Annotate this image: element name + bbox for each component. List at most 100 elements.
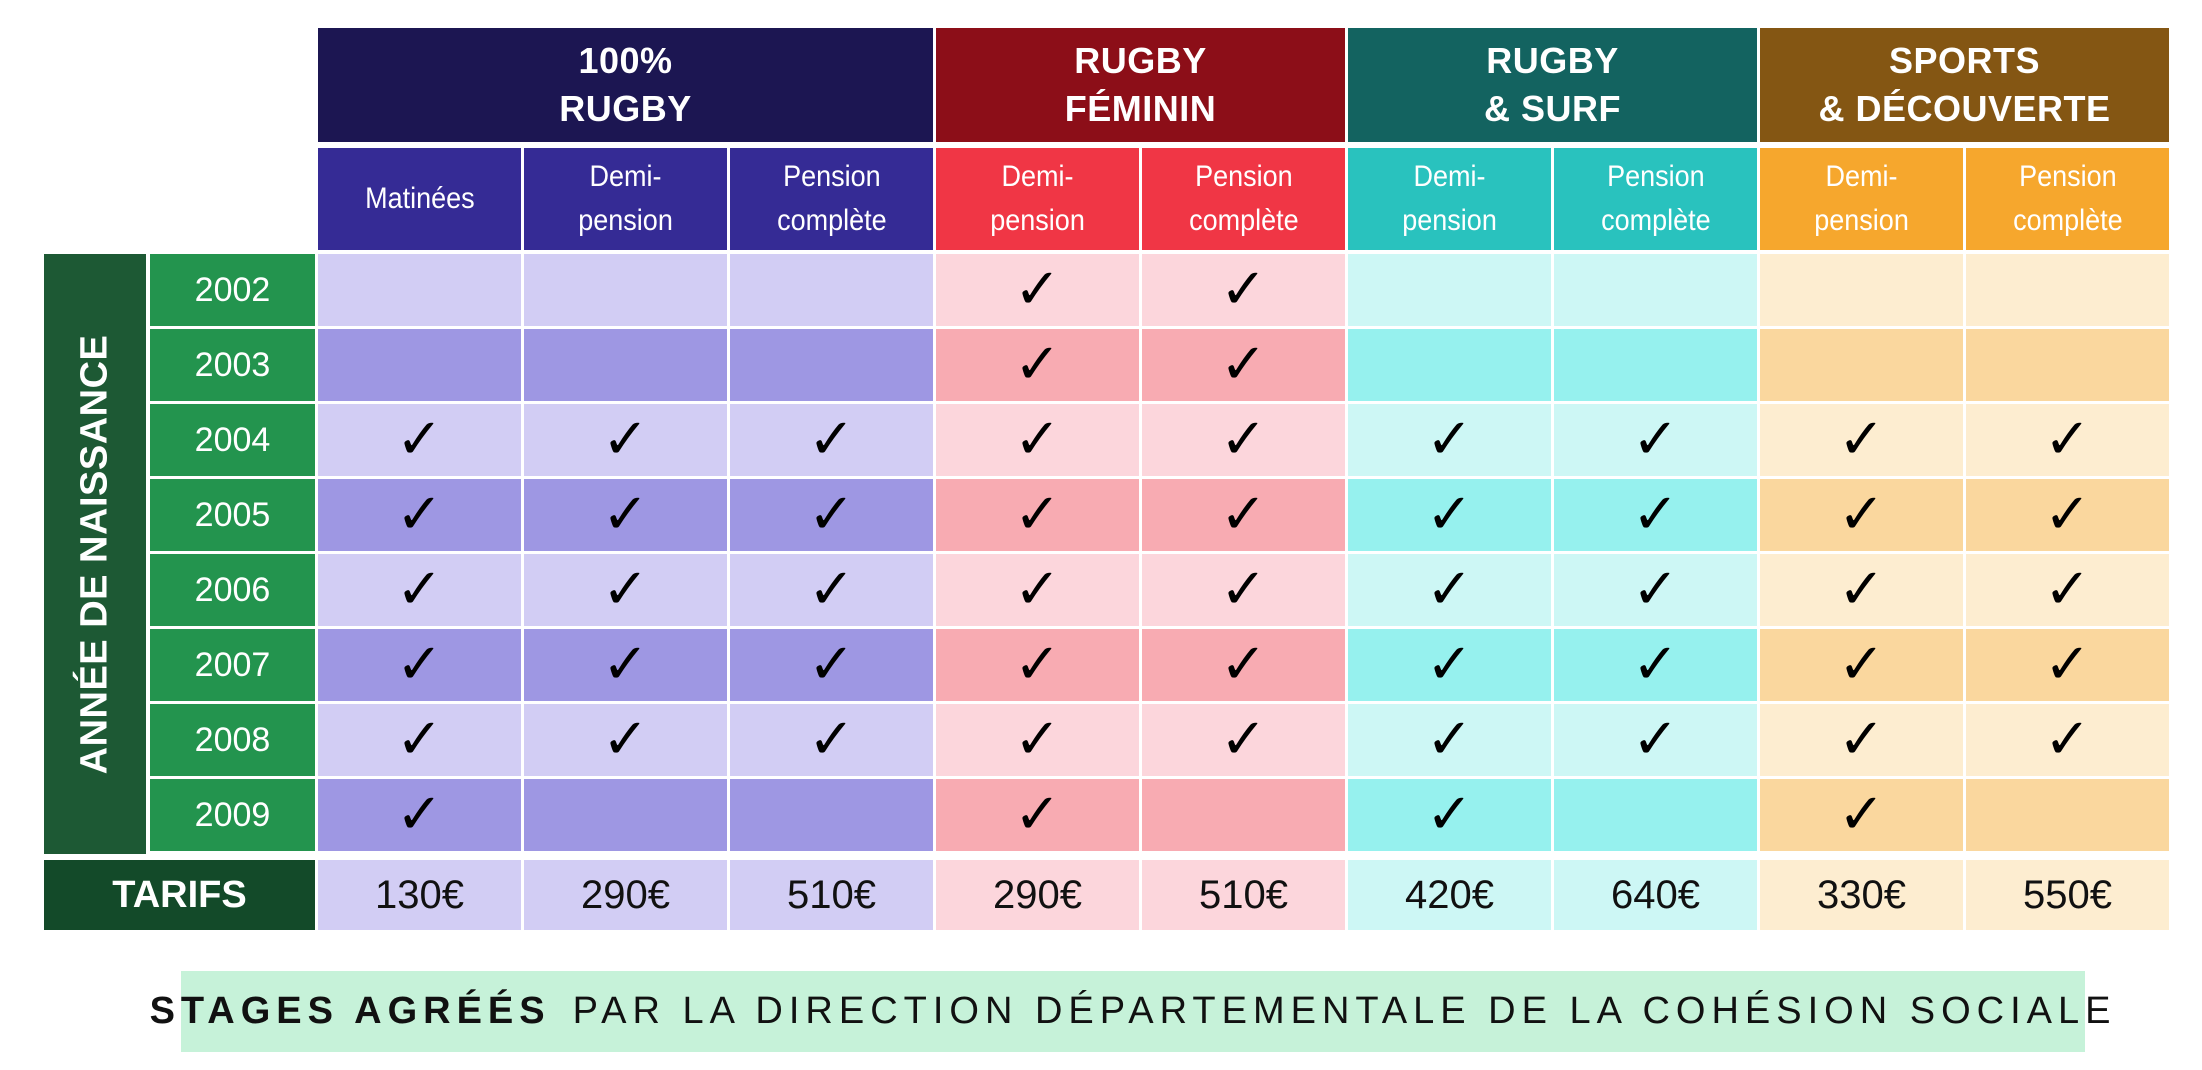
header-text: Demi-pension bbox=[1814, 155, 1909, 243]
checkmark-icon: ✓ bbox=[396, 707, 443, 772]
checkmark-icon: ✓ bbox=[1220, 557, 1267, 622]
check-cell: ✓ bbox=[730, 554, 933, 626]
check-cell: ✓ bbox=[1142, 329, 1345, 401]
check-cell: ✓ bbox=[1554, 404, 1757, 476]
tarif-cell: 510€ bbox=[730, 860, 933, 930]
checkmark-icon: ✓ bbox=[396, 407, 443, 472]
checkmark-icon: ✓ bbox=[808, 707, 855, 772]
empty-cell bbox=[1760, 329, 1963, 401]
check-cell: ✓ bbox=[730, 479, 933, 551]
banner-text: PAR LA DIRECTION DÉPARTEMENTALE DE LA CO… bbox=[572, 990, 2117, 1032]
check-cell: ✓ bbox=[1966, 554, 2169, 626]
header-line: Demi- bbox=[1825, 160, 1898, 193]
option-header: Demi-pension bbox=[524, 148, 727, 250]
check-cell: ✓ bbox=[1142, 704, 1345, 776]
check-cell: ✓ bbox=[318, 629, 521, 701]
checkmark-icon: ✓ bbox=[1632, 707, 1679, 772]
year-cell: 2008 bbox=[150, 704, 315, 776]
checkmark-icon: ✓ bbox=[1838, 782, 1885, 847]
checkmark-icon: ✓ bbox=[1426, 707, 1473, 772]
header-line: Pension bbox=[782, 160, 881, 193]
header-text: 100% RUGBY bbox=[559, 37, 692, 133]
tarif-cell: 550€ bbox=[1966, 860, 2169, 930]
checkmark-icon: ✓ bbox=[2044, 407, 2091, 472]
check-cell: ✓ bbox=[936, 629, 1139, 701]
check-cell: ✓ bbox=[730, 404, 933, 476]
check-cell: ✓ bbox=[1142, 254, 1345, 326]
option-header: Demi-pension bbox=[936, 148, 1139, 250]
checkmark-icon: ✓ bbox=[1014, 482, 1061, 547]
year-cell: 2009 bbox=[150, 779, 315, 851]
header-line: FÉMININ bbox=[1064, 88, 1217, 129]
tarifs-label: TARIFS bbox=[44, 860, 315, 930]
checkmark-icon: ✓ bbox=[1220, 332, 1267, 397]
check-cell: ✓ bbox=[1966, 704, 2169, 776]
empty-cell bbox=[730, 329, 933, 401]
header-line: Demi- bbox=[1001, 160, 1074, 193]
checkmark-icon: ✓ bbox=[1014, 557, 1061, 622]
header-line: complète bbox=[2012, 204, 2123, 237]
check-cell: ✓ bbox=[936, 254, 1139, 326]
checkmark-icon: ✓ bbox=[1014, 332, 1061, 397]
check-cell: ✓ bbox=[1142, 479, 1345, 551]
header-line: RUGBY bbox=[559, 88, 692, 129]
header-line: Pension bbox=[1606, 160, 1705, 193]
option-header: Pension complète bbox=[1966, 148, 2169, 250]
checkmark-icon: ✓ bbox=[1632, 407, 1679, 472]
option-header: Demi-pension bbox=[1348, 148, 1551, 250]
year-cell: 2004 bbox=[150, 404, 315, 476]
checkmark-icon: ✓ bbox=[396, 782, 443, 847]
empty-cell bbox=[524, 254, 727, 326]
checkmark-icon: ✓ bbox=[1220, 707, 1267, 772]
empty-cell bbox=[1966, 254, 2169, 326]
check-cell: ✓ bbox=[524, 554, 727, 626]
empty-cell bbox=[524, 329, 727, 401]
header-line: Matinées bbox=[364, 182, 475, 215]
tarif-cell: 290€ bbox=[936, 860, 1139, 930]
empty-cell bbox=[1554, 329, 1757, 401]
check-cell: ✓ bbox=[318, 779, 521, 851]
header-text: Demi-pension bbox=[990, 155, 1085, 243]
checkmark-icon: ✓ bbox=[1632, 632, 1679, 697]
checkmark-icon: ✓ bbox=[602, 632, 649, 697]
check-cell: ✓ bbox=[1554, 629, 1757, 701]
checkmark-icon: ✓ bbox=[1014, 782, 1061, 847]
header-line: 100% bbox=[578, 40, 673, 81]
checkmark-icon: ✓ bbox=[808, 482, 855, 547]
empty-cell bbox=[524, 779, 727, 851]
check-cell: ✓ bbox=[1554, 704, 1757, 776]
check-cell: ✓ bbox=[318, 479, 521, 551]
check-cell: ✓ bbox=[936, 479, 1139, 551]
header-line: & SURF bbox=[1484, 88, 1621, 129]
check-cell: ✓ bbox=[318, 404, 521, 476]
header-text: Pension complète bbox=[1189, 155, 1299, 243]
header-line: RUGBY bbox=[1486, 40, 1619, 81]
check-cell: ✓ bbox=[936, 779, 1139, 851]
empty-cell bbox=[318, 329, 521, 401]
checkmark-icon: ✓ bbox=[602, 557, 649, 622]
banner-bold-text: STAGES AGRÉÉS bbox=[149, 990, 551, 1032]
option-header: Demi-pension bbox=[1760, 148, 1963, 250]
check-cell: ✓ bbox=[524, 629, 727, 701]
year-axis-label: ANNÉE DE NAISSANCE bbox=[44, 254, 146, 854]
checkmark-icon: ✓ bbox=[602, 482, 649, 547]
check-cell: ✓ bbox=[524, 704, 727, 776]
check-cell: ✓ bbox=[1760, 629, 1963, 701]
check-cell: ✓ bbox=[1966, 479, 2169, 551]
check-cell: ✓ bbox=[1142, 629, 1345, 701]
checkmark-icon: ✓ bbox=[1220, 632, 1267, 697]
tarif-cell: 420€ bbox=[1348, 860, 1551, 930]
empty-cell bbox=[1966, 779, 2169, 851]
checkmark-icon: ✓ bbox=[808, 407, 855, 472]
accreditation-banner: STAGES AGRÉÉS PAR LA DIRECTION DÉPARTEME… bbox=[150, 971, 2110, 1052]
check-cell: ✓ bbox=[730, 704, 933, 776]
check-cell: ✓ bbox=[936, 554, 1139, 626]
checkmark-icon: ✓ bbox=[808, 557, 855, 622]
checkmark-icon: ✓ bbox=[1426, 407, 1473, 472]
header-text: Pension complète bbox=[777, 155, 887, 243]
header-line: pension bbox=[990, 204, 1085, 237]
check-cell: ✓ bbox=[1348, 404, 1551, 476]
checkmark-icon: ✓ bbox=[1220, 407, 1267, 472]
year-cell: 2005 bbox=[150, 479, 315, 551]
check-cell: ✓ bbox=[936, 329, 1139, 401]
